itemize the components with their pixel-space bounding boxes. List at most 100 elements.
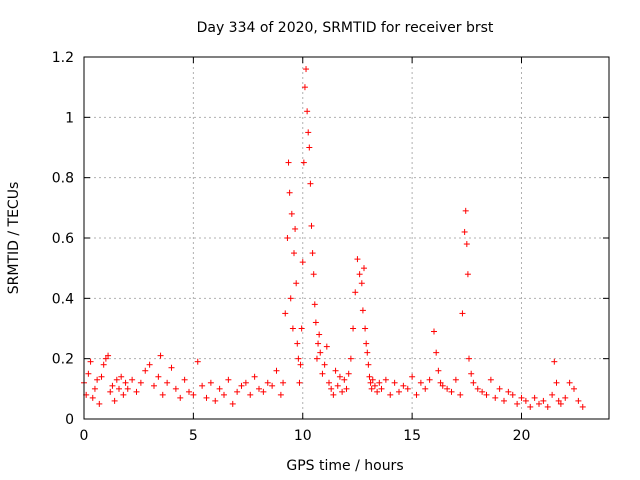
x-tick-label: 20 xyxy=(513,428,531,444)
data-point xyxy=(199,382,206,389)
data-point xyxy=(269,382,276,389)
x-tick-label: 0 xyxy=(80,428,89,444)
data-point xyxy=(557,400,564,407)
data-point xyxy=(194,358,201,365)
data-point xyxy=(571,385,577,392)
data-point xyxy=(307,180,314,187)
data-point xyxy=(105,352,112,359)
data-point xyxy=(116,385,122,392)
data-point xyxy=(129,376,136,383)
data-point xyxy=(317,349,324,356)
data-point xyxy=(376,379,383,386)
data-point xyxy=(313,355,320,362)
y-tick-labels: 0 0.2 0.4 0.6 0.8 1 1.2 xyxy=(52,50,74,428)
data-point xyxy=(326,379,332,386)
data-point xyxy=(221,391,227,398)
data-point xyxy=(303,66,310,73)
data-point xyxy=(459,310,466,317)
data-point xyxy=(391,379,398,386)
data-point xyxy=(113,376,120,383)
data-point xyxy=(238,382,245,389)
data-point xyxy=(306,144,313,151)
data-point xyxy=(444,385,451,392)
data-point xyxy=(288,210,295,217)
y-tick-label: 0 xyxy=(65,412,74,428)
data-point xyxy=(315,340,322,347)
data-point xyxy=(396,388,402,395)
data-point xyxy=(309,250,316,257)
data-point xyxy=(293,280,300,287)
data-point xyxy=(439,382,446,389)
data-point xyxy=(291,250,297,257)
data-point xyxy=(435,367,442,374)
data-point xyxy=(157,352,164,359)
data-point xyxy=(155,373,162,380)
data-point xyxy=(422,385,429,392)
data-point xyxy=(330,391,337,398)
data-point xyxy=(461,228,468,235)
data-point xyxy=(341,376,348,383)
data-point xyxy=(295,355,302,362)
data-point xyxy=(352,289,359,296)
y-tick-label: 0.2 xyxy=(52,352,74,368)
data-point xyxy=(251,373,258,380)
data-point xyxy=(311,301,318,308)
data-point xyxy=(118,373,125,380)
data-point xyxy=(264,379,271,386)
data-point xyxy=(280,379,287,386)
data-point xyxy=(96,400,103,407)
data-point xyxy=(452,376,459,383)
data-point xyxy=(363,340,370,347)
data-point xyxy=(111,397,118,404)
grid-lines xyxy=(84,57,609,419)
data-point xyxy=(216,385,223,392)
data-point xyxy=(362,325,369,332)
data-point xyxy=(298,325,305,332)
data-point xyxy=(304,108,311,115)
data-point xyxy=(364,349,371,356)
data-point xyxy=(256,385,262,392)
data-point xyxy=(229,400,236,407)
data-point xyxy=(172,385,179,392)
x-axis-label: GPS time / hours xyxy=(286,458,403,474)
data-point xyxy=(297,361,304,368)
data-point xyxy=(133,388,140,395)
x-tick-label: 15 xyxy=(403,428,421,444)
data-point xyxy=(437,379,444,386)
data-point xyxy=(285,159,292,166)
data-point xyxy=(366,373,373,380)
data-point xyxy=(207,379,214,386)
data-point xyxy=(350,325,357,332)
data-point xyxy=(566,379,573,386)
data-point xyxy=(292,225,299,232)
data-point xyxy=(319,370,326,377)
data-point xyxy=(544,403,551,410)
data-point xyxy=(470,379,477,386)
y-tick-label: 1 xyxy=(65,110,74,126)
data-point xyxy=(296,379,303,386)
data-point xyxy=(551,358,558,365)
data-point xyxy=(301,84,308,91)
data-point xyxy=(332,367,339,374)
axis-ticks xyxy=(83,56,609,420)
data-point xyxy=(505,388,512,395)
data-point xyxy=(310,271,317,278)
data-point xyxy=(273,367,280,374)
data-point xyxy=(347,355,354,362)
data-point xyxy=(289,325,296,332)
data-point xyxy=(316,331,323,338)
data-point xyxy=(553,379,560,386)
data-point xyxy=(142,367,149,374)
data-point xyxy=(413,391,420,398)
data-point xyxy=(190,391,197,398)
data-point xyxy=(102,355,109,362)
data-point xyxy=(468,370,475,377)
data-point xyxy=(382,376,389,383)
data-point xyxy=(483,391,490,398)
data-point xyxy=(487,376,494,383)
data-point xyxy=(323,343,330,350)
data-point xyxy=(98,373,105,380)
data-point xyxy=(146,361,153,368)
data-point xyxy=(308,222,315,229)
